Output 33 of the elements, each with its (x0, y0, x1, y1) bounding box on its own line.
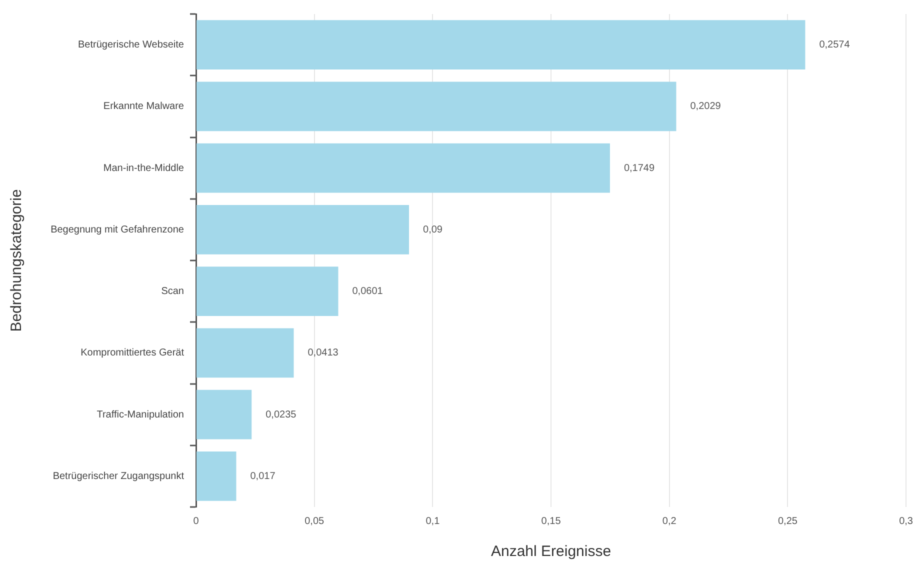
bar (196, 82, 676, 132)
bar (196, 205, 410, 254)
bar (196, 390, 252, 440)
y-tick-label: Kompromittiertes Gerät (80, 348, 184, 359)
x-axis-title: Anzahl Ereignisse (490, 543, 612, 560)
bar (196, 328, 294, 378)
y-tick-label: Betrügerischer Zugangspunkt (52, 470, 184, 482)
data-label: 0,2574 (819, 40, 850, 51)
x-tick-label: 0,25 (778, 516, 798, 527)
data-label: 0,1749 (624, 162, 655, 174)
bar (196, 452, 236, 501)
data-label: 0,2029 (690, 101, 722, 112)
y-tick-label: Traffic-Manipulation (96, 409, 184, 420)
data-label: 0,09 (423, 224, 443, 236)
x-tick-label: 0,15 (541, 516, 562, 527)
y-tick-label: Begegnung mit Gefahrenzone (50, 224, 184, 236)
bar (196, 266, 338, 316)
bar (196, 20, 806, 70)
x-tick-label: 0,2 (662, 516, 677, 527)
x-tick-label: 0,05 (304, 516, 325, 527)
bar (196, 143, 610, 193)
data-label: 0,0413 (308, 348, 339, 359)
x-tick-label: 0 (193, 516, 200, 527)
y-axis-title: Bedrohungskategorie (8, 189, 26, 332)
x-tick-label: 0,1 (426, 516, 440, 527)
y-tick-label: Betrügerische Webseite (78, 40, 184, 51)
y-tick-label: Man-in-the-Middle (103, 162, 184, 174)
data-label: 0,0235 (266, 409, 297, 420)
data-label: 0,0601 (352, 286, 384, 298)
x-tick-label: 0,3 (899, 516, 914, 527)
y-tick-label: Scan (161, 286, 184, 298)
y-tick-label: Erkannte Malware (103, 101, 184, 112)
data-label: 0,017 (250, 470, 276, 482)
